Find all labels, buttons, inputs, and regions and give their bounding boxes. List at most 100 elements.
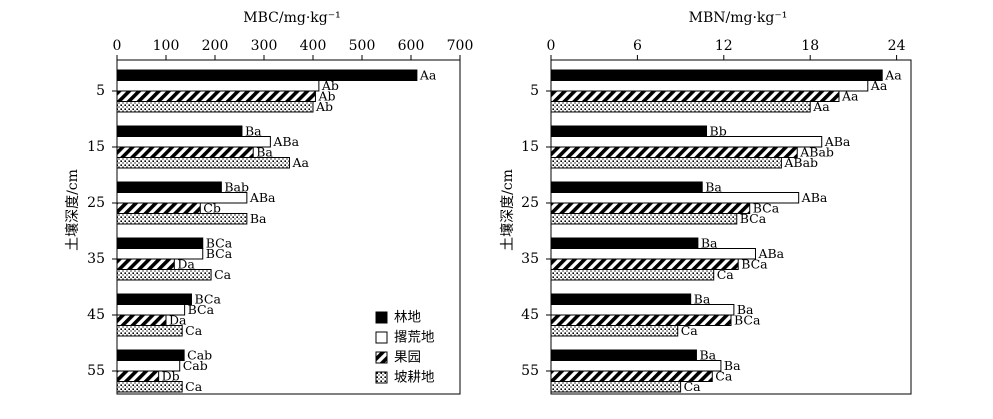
bar — [116, 136, 271, 148]
bar — [550, 325, 679, 337]
legend-swatch — [375, 331, 388, 344]
y-tick-label: 55 — [521, 363, 539, 379]
x-axis-label: MBN/mg·kg⁻¹ — [689, 10, 788, 26]
bar-significance-label: Ba — [724, 358, 741, 373]
bar — [550, 360, 722, 372]
bar-significance-label: Ba — [699, 347, 716, 362]
bar-significance-label: BCa — [194, 291, 221, 306]
y-tick-label: 15 — [87, 139, 105, 155]
bar-significance-label: Ca — [214, 267, 232, 282]
bar — [550, 181, 703, 193]
bar-significance-label: Aa — [291, 155, 309, 170]
legend-swatch — [375, 351, 388, 364]
bar-significance-label: Ab — [315, 99, 333, 114]
bar-significance-label: BCa — [188, 302, 215, 317]
bar-significance-label: Ba — [245, 123, 262, 138]
bar-significance-label: BCa — [206, 235, 233, 250]
bar-significance-label: Ab — [317, 88, 335, 103]
bar-significance-label: Bab — [224, 179, 249, 194]
bar-significance-label: Ba — [250, 211, 267, 226]
y-tick-label: 15 — [521, 139, 539, 155]
y-axis-label: 土壤深度/cm — [64, 169, 81, 251]
x-tick-label: 700 — [447, 38, 474, 54]
y-tick-label: 25 — [87, 195, 105, 211]
bar-significance-label: Ca — [717, 267, 735, 282]
bar-significance-label: Aa — [884, 67, 902, 82]
bar — [116, 293, 192, 305]
bar — [116, 325, 183, 337]
y-tick-label: 55 — [87, 363, 105, 379]
bar — [116, 237, 204, 249]
bar-significance-label: Db — [162, 368, 180, 383]
x-tick-label: 12 — [715, 38, 733, 54]
y-tick-label: 35 — [521, 251, 539, 267]
legend-item: 林地 — [375, 310, 421, 326]
bar — [550, 90, 840, 102]
y-tick-label: 35 — [87, 251, 105, 267]
bar — [550, 258, 739, 270]
legend-item: 果园 — [375, 350, 421, 366]
bar — [116, 125, 243, 137]
legend-swatch — [375, 371, 388, 384]
bar-significance-label: BCa — [741, 256, 768, 271]
bar-significance-label: Ba — [694, 291, 711, 306]
bar-significance-label: Ba — [705, 179, 722, 194]
bar-significance-label: Aa — [812, 99, 830, 114]
bar-significance-label: Ab — [321, 78, 339, 93]
x-tick-label: 100 — [153, 38, 180, 54]
x-axis-label: MBC/mg·kg⁻¹ — [243, 10, 340, 26]
x-tick-label: 500 — [349, 38, 376, 54]
legend-swatch — [375, 311, 388, 324]
bar — [116, 69, 418, 81]
bar — [116, 181, 222, 193]
bar-significance-label: BCa — [206, 246, 233, 261]
bar — [550, 293, 692, 305]
x-tick-label: 600 — [398, 38, 425, 54]
legend-label: 果园 — [394, 350, 421, 366]
bar-significance-label: Cab — [187, 347, 212, 362]
y-tick-label: 5 — [96, 83, 105, 99]
bar — [550, 157, 782, 169]
legend-label: 林地 — [394, 310, 421, 326]
bar — [550, 381, 682, 393]
bar-significance-label: BCa — [753, 200, 780, 215]
bar — [550, 80, 869, 92]
bar-significance-label: Bb — [710, 123, 727, 138]
bar-significance-label: Ba — [737, 302, 754, 317]
bar — [116, 213, 248, 225]
bar-significance-label: Ba — [701, 235, 718, 250]
bar — [116, 146, 254, 158]
bar — [550, 248, 756, 260]
bar — [116, 90, 316, 102]
x-tick-label: 200 — [202, 38, 229, 54]
bar — [550, 213, 738, 225]
y-tick-label: 5 — [530, 83, 539, 99]
y-tick-label: 45 — [87, 307, 105, 323]
bar-significance-label: ABa — [757, 246, 784, 261]
bar — [550, 136, 823, 148]
x-tick-label: 300 — [251, 38, 278, 54]
bar — [550, 314, 732, 326]
bar — [116, 370, 160, 382]
plot-frame — [550, 59, 912, 395]
bar — [550, 349, 697, 361]
x-tick-label: 0 — [547, 38, 556, 54]
bar-significance-label: ABa — [801, 190, 828, 205]
bar — [116, 101, 314, 113]
bar-significance-label: ABab — [783, 155, 818, 170]
chart-panel-mbc: MBC/mg·kg⁻¹0 100 200 300 400 500 600 7005AaAbAb… — [64, 10, 474, 395]
bar — [116, 258, 175, 270]
bar — [116, 80, 320, 92]
legend-label: 坡耕地 — [394, 369, 435, 386]
bar-significance-label: ABa — [824, 134, 851, 149]
bar-significance-label: BCa — [734, 312, 761, 327]
bar-significance-label: ABa — [272, 134, 299, 149]
bar — [550, 202, 751, 214]
bar-significance-label: Ca — [715, 368, 733, 383]
bar-significance-label: Cb — [203, 200, 221, 215]
bar-significance-label: Ba — [256, 144, 273, 159]
bar — [550, 125, 708, 137]
bar — [550, 269, 715, 281]
